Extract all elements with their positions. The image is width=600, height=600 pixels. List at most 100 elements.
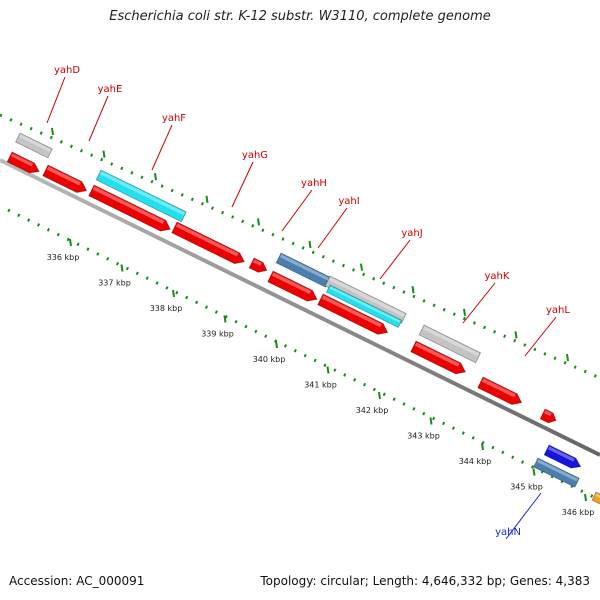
gene-label-yahK[interactable]: yahK <box>485 271 510 282</box>
position-tick-label: 343 kbp <box>407 432 440 441</box>
gene-label-yahE[interactable]: yahE <box>98 84 123 95</box>
leader-line-yahN <box>505 492 542 540</box>
leader-line-yahI <box>317 207 348 249</box>
cds-yahD-shape <box>6 151 40 174</box>
cds-yahK-shape <box>410 340 467 375</box>
gene-yahF-shape <box>95 169 187 223</box>
gene-label-yahN[interactable]: yahN <box>495 527 521 538</box>
position-tick-label: 340 kbp <box>253 355 286 364</box>
gene-label-yahL[interactable]: yahL <box>546 305 570 316</box>
cds-yahF[interactable] <box>88 184 173 235</box>
position-tick-mark <box>584 493 587 502</box>
cds-yahG-highlight <box>175 223 239 257</box>
cds-yahF-highlight <box>92 186 165 224</box>
cds-yahM-highlight <box>544 410 552 417</box>
position-tick-label: 342 kbp <box>356 406 389 415</box>
cds-yahE[interactable] <box>42 164 90 196</box>
cds-yahL[interactable] <box>477 376 525 408</box>
gene-yahF-highlight <box>100 171 185 216</box>
cds-yahH-shape <box>248 257 268 273</box>
outer-tick-mark <box>411 286 415 294</box>
gene-yahD-highlight <box>19 134 51 153</box>
outer-tick-mark <box>514 331 518 339</box>
outer-tick-mark <box>257 218 260 226</box>
position-tick-label: 337 kbp <box>98 279 131 288</box>
cds-yahM[interactable] <box>539 408 558 425</box>
leader-line-yahK <box>462 282 496 324</box>
gene-yahD-shape <box>15 132 53 159</box>
cds-yahE-highlight <box>46 166 81 186</box>
gene-orange-highlight <box>595 493 600 500</box>
position-tick-mark <box>378 391 381 400</box>
gene-yahJ[interactable] <box>324 275 407 324</box>
cds-yahD[interactable] <box>6 151 41 176</box>
gene-yahN[interactable] <box>543 444 583 472</box>
gene-label-yahI[interactable]: yahI <box>338 196 359 207</box>
map-title: Escherichia coli str. K-12 substr. W3110… <box>109 9 491 24</box>
leader-line-yahL <box>524 316 557 357</box>
leader-line-yahF <box>151 124 173 171</box>
outer-tick-mark <box>308 240 312 249</box>
position-tick-mark <box>429 417 433 425</box>
cds-yahI-highlight <box>271 272 312 295</box>
cds-yahK-highlight <box>414 342 460 367</box>
leader-line-yahE <box>88 95 109 142</box>
position-tick-label: 346 kbp <box>562 508 595 517</box>
cds-yahM-shape <box>539 408 557 424</box>
position-tick-mark <box>69 238 72 247</box>
outer-tick-mark <box>51 127 54 136</box>
gene-yahK[interactable] <box>418 324 482 364</box>
position-tick-label: 344 kbp <box>459 457 492 466</box>
outer-tick-mark <box>154 173 157 181</box>
leader-line-yahH <box>281 189 313 232</box>
gene-yahN-highlight <box>548 446 575 462</box>
leader-line-yahG <box>231 161 254 208</box>
outer-tick-mark <box>360 263 363 271</box>
leader-line-yahJ <box>379 239 411 280</box>
cds-yahJ-shape <box>317 293 389 335</box>
position-tick-mark <box>532 468 536 476</box>
gene-yahJ-inner[interactable] <box>325 284 403 329</box>
gene-label-yahJ[interactable]: yahJ <box>401 228 422 239</box>
gene-label-yahF[interactable]: yahF <box>162 113 186 124</box>
genome-backbone <box>0 158 600 457</box>
cds-yahI-shape <box>267 270 318 302</box>
inner-guide-track <box>7 208 600 502</box>
cds-yahJ[interactable] <box>317 293 391 338</box>
position-tick-mark <box>326 366 330 374</box>
outer-guide-track <box>0 113 600 380</box>
position-tick-label: 345 kbp <box>510 483 543 492</box>
cds-yahH[interactable] <box>248 257 269 275</box>
gene-label-yahD[interactable]: yahD <box>54 65 80 76</box>
gene-yahN-shape <box>543 444 582 469</box>
leader-line-yahD <box>46 76 66 124</box>
gene-orange[interactable] <box>591 491 600 506</box>
cds-yahE-shape <box>42 164 88 193</box>
outer-tick-mark <box>463 308 466 316</box>
position-tick-label: 336 kbp <box>47 253 80 262</box>
accession-text: Accession: AC_000091 <box>9 574 145 588</box>
gene-yahJ-inner-highlight <box>329 286 401 323</box>
outer-tick-mark <box>205 195 209 203</box>
gene-yahI-highlight <box>280 254 330 281</box>
gene-label-yahH[interactable]: yahH <box>301 178 327 189</box>
position-tick-mark <box>275 340 278 349</box>
outer-tick-mark <box>102 150 106 158</box>
position-tick-label: 338 kbp <box>150 304 183 313</box>
gene-label-yahG[interactable]: yahG <box>242 150 268 161</box>
cds-yahD-highlight <box>11 153 34 167</box>
gene-yahO[interactable] <box>533 457 580 488</box>
gene-yahF[interactable] <box>95 169 187 223</box>
gene-yahJ-highlight <box>329 277 405 317</box>
cds-yahJ-highlight <box>321 295 382 328</box>
cds-yahG[interactable] <box>171 221 247 267</box>
gene-yahO-shape <box>533 457 580 488</box>
genome-summary-text: Topology: circular; Length: 4,646,332 bp… <box>260 574 590 588</box>
gene-yahJ-shape <box>324 275 407 324</box>
position-tick-label: 341 kbp <box>304 381 337 390</box>
cds-yahI[interactable] <box>267 270 320 305</box>
gene-yahD[interactable] <box>15 132 53 159</box>
cds-yahK[interactable] <box>410 340 468 377</box>
gene-yahI[interactable] <box>275 252 331 288</box>
